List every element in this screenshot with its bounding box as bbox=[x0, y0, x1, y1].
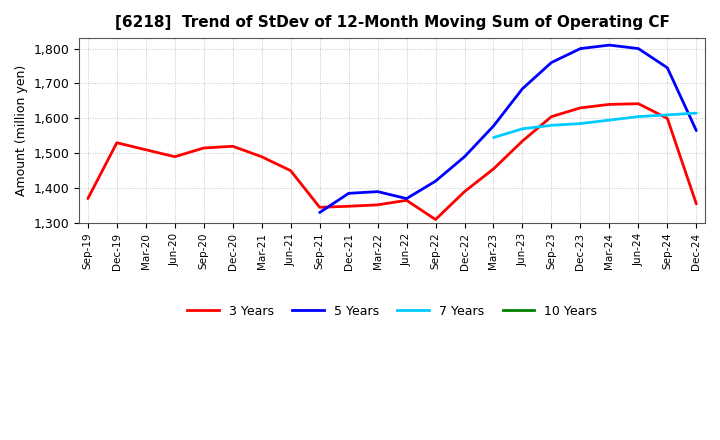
5 Years bbox=[692, 128, 701, 133]
3 Years bbox=[402, 198, 411, 203]
7 Years bbox=[663, 112, 672, 117]
5 Years bbox=[402, 196, 411, 201]
3 Years bbox=[518, 139, 527, 144]
5 Years bbox=[344, 191, 353, 196]
Line: 3 Years: 3 Years bbox=[88, 104, 696, 220]
7 Years bbox=[576, 121, 585, 126]
3 Years bbox=[141, 147, 150, 152]
Line: 5 Years: 5 Years bbox=[320, 45, 696, 213]
3 Years bbox=[663, 116, 672, 121]
5 Years bbox=[460, 154, 469, 159]
5 Years bbox=[605, 42, 613, 48]
3 Years bbox=[634, 101, 643, 106]
5 Years bbox=[634, 46, 643, 51]
3 Years bbox=[460, 189, 469, 194]
3 Years bbox=[692, 201, 701, 206]
7 Years bbox=[634, 114, 643, 119]
7 Years bbox=[605, 117, 613, 123]
3 Years bbox=[547, 114, 556, 119]
3 Years bbox=[576, 105, 585, 110]
5 Years bbox=[431, 179, 440, 184]
Y-axis label: Amount (million yen): Amount (million yen) bbox=[15, 65, 28, 196]
5 Years bbox=[315, 210, 324, 215]
5 Years bbox=[489, 123, 498, 128]
5 Years bbox=[518, 86, 527, 92]
5 Years bbox=[547, 60, 556, 65]
3 Years bbox=[199, 145, 208, 150]
7 Years bbox=[692, 110, 701, 116]
3 Years bbox=[489, 166, 498, 172]
7 Years bbox=[547, 123, 556, 128]
7 Years bbox=[489, 135, 498, 140]
3 Years bbox=[605, 102, 613, 107]
Line: 7 Years: 7 Years bbox=[493, 113, 696, 138]
Title: [6218]  Trend of StDev of 12-Month Moving Sum of Operating CF: [6218] Trend of StDev of 12-Month Moving… bbox=[114, 15, 670, 30]
Legend: 3 Years, 5 Years, 7 Years, 10 Years: 3 Years, 5 Years, 7 Years, 10 Years bbox=[182, 300, 602, 323]
5 Years bbox=[373, 189, 382, 194]
3 Years bbox=[228, 143, 237, 149]
5 Years bbox=[576, 46, 585, 51]
3 Years bbox=[431, 217, 440, 222]
3 Years bbox=[287, 168, 295, 173]
5 Years bbox=[663, 65, 672, 70]
7 Years bbox=[518, 126, 527, 132]
3 Years bbox=[84, 196, 92, 201]
3 Years bbox=[171, 154, 179, 159]
3 Years bbox=[344, 204, 353, 209]
3 Years bbox=[373, 202, 382, 208]
3 Years bbox=[315, 205, 324, 210]
3 Years bbox=[112, 140, 121, 145]
3 Years bbox=[257, 154, 266, 159]
